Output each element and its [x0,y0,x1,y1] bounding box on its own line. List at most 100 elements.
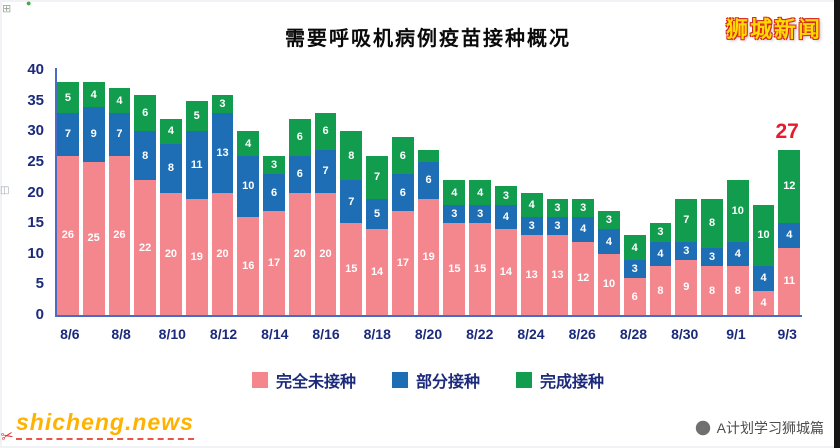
bar-segment: 15 [340,223,363,315]
bar-8/8: 26 7 4 [108,88,131,315]
legend-label: 部分接种 [415,374,480,391]
bar-8/26: 12 4 3 [572,198,595,315]
bar-8/28: 6 3 4 [623,235,646,315]
bar-8/24: 13 3 4 [520,192,543,315]
bar-segment: 26 [57,155,79,315]
legend-swatch [251,372,268,388]
segment-value-label: 3 [708,250,716,263]
segment-value-label: 13 [551,269,564,282]
y-tick-label: 40 [27,61,44,78]
segment-value-label: 3 [657,226,664,239]
bar-segment: 6 [623,278,646,315]
bar-segment: 11 [185,131,208,199]
bar-9/2: 4 4 10 [752,204,775,315]
bar-segment: 14 [366,229,388,315]
bar-segment [417,149,440,162]
bar-segment: 13 [211,112,234,193]
segment-value-label: 8 [142,149,149,162]
bar-9/1: 8 4 10 [726,180,749,315]
y-tick-label: 35 [27,91,44,109]
segment-value-label: 8 [167,162,174,174]
segment-value-label: 6 [631,290,638,303]
bar-segment: 6 [288,119,311,156]
segment-value-label: 6 [322,125,329,138]
x-axis-line [55,315,802,317]
segment-value-label: 16 [242,260,255,272]
x-tick-label: 8/20 [414,326,443,342]
bar-segment: 20 [211,192,234,315]
bar-segment: 4 [649,241,672,266]
segment-value-label: 7 [116,128,123,141]
segment-value-label: 6 [270,186,278,199]
bar-segment: 3 [701,247,723,266]
right-edge-strip [834,0,840,448]
bar-segment: 8 [701,198,723,248]
bar-segment: 3 [675,241,698,260]
segment-value-label: 4 [477,186,484,199]
bar-segment: 8 [134,131,157,181]
x-tick-label: 8/30 [671,326,699,342]
segment-value-label: 7 [348,195,355,208]
bar-segment: 16 [237,217,260,315]
x-tick-label: 8/14 [261,326,289,342]
segment-value-label: 3 [554,201,561,214]
segment-value-label: 8 [734,284,741,297]
bar-segment: 4 [469,180,492,205]
segment-value-label: 4 [786,229,793,242]
chart-title: 需要呼吸机病例疫苗接种概况 [285,28,571,50]
segment-value-label: 3 [605,214,613,227]
segment-value-label: 4 [502,211,509,223]
bar-segment: 20 [160,192,182,315]
x-tick-label: 8/28 [619,326,648,342]
bar-segment: 20 [288,192,311,315]
bar-segment: 7 [366,155,388,199]
bar-segment: 3 [211,94,234,113]
x-tick-label: 8/16 [312,326,340,342]
y-axis-line [55,68,57,317]
page-edge-icon-top: ⊞ [2,3,12,15]
segment-value-label: 3 [270,158,278,171]
bar-segment: 8 [726,266,749,315]
segment-value-label: 10 [757,229,770,242]
segment-value-label: 9 [683,281,690,294]
segment-value-label: 4 [245,137,252,150]
bar-segment: 4 [726,241,749,266]
segment-value-label: 14 [499,266,513,279]
x-tick-label: 8/24 [517,326,545,342]
x-tick-label: 9/1 [726,326,746,342]
segment-value-label: 7 [322,165,329,178]
bar-segment: 4 [778,223,801,248]
bar-segment: 3 [263,155,285,175]
bar-segment: 13 [520,235,543,315]
segment-value-label: 6 [296,131,303,144]
segment-value-label: 25 [87,232,100,245]
legend-swatch [516,372,532,388]
segment-value-label: 4 [90,88,97,101]
bar-segment: 4 [752,266,775,291]
y-tick-label: 15 [27,214,44,232]
segment-value-label: 5 [193,109,200,122]
x-tick-label: 8/22 [466,326,494,342]
bar-segment: 12 [572,241,595,315]
bar-segment: 3 [495,186,517,205]
segment-value-label: 3 [528,220,535,233]
bar-segment: 6 [417,161,440,199]
bar-segment: 4 [572,217,595,242]
bar-8/17: 15 7 8 [340,131,363,315]
segment-value-label: 26 [61,229,74,242]
segment-value-label: 6 [399,186,406,199]
bar-segment: 26 [108,155,131,315]
segment-value-label: 15 [345,263,358,276]
credit-watermark: A计划学习狮城篇 [695,418,824,438]
segment-value-label: 4 [116,94,123,107]
x-tick-label: 9/3 [777,326,797,342]
segment-value-label: 20 [216,247,229,260]
bar-segment: 5 [185,100,208,132]
site-watermark: shicheng.news [16,409,194,440]
segment-value-label: 4 [605,235,613,248]
bar-8/15: 20 6 6 [288,119,311,315]
bar-segment: 4 [160,119,182,144]
segment-value-label: 13 [525,269,538,282]
bar-segment: 6 [391,174,414,211]
bar-segment: 3 [572,198,595,217]
